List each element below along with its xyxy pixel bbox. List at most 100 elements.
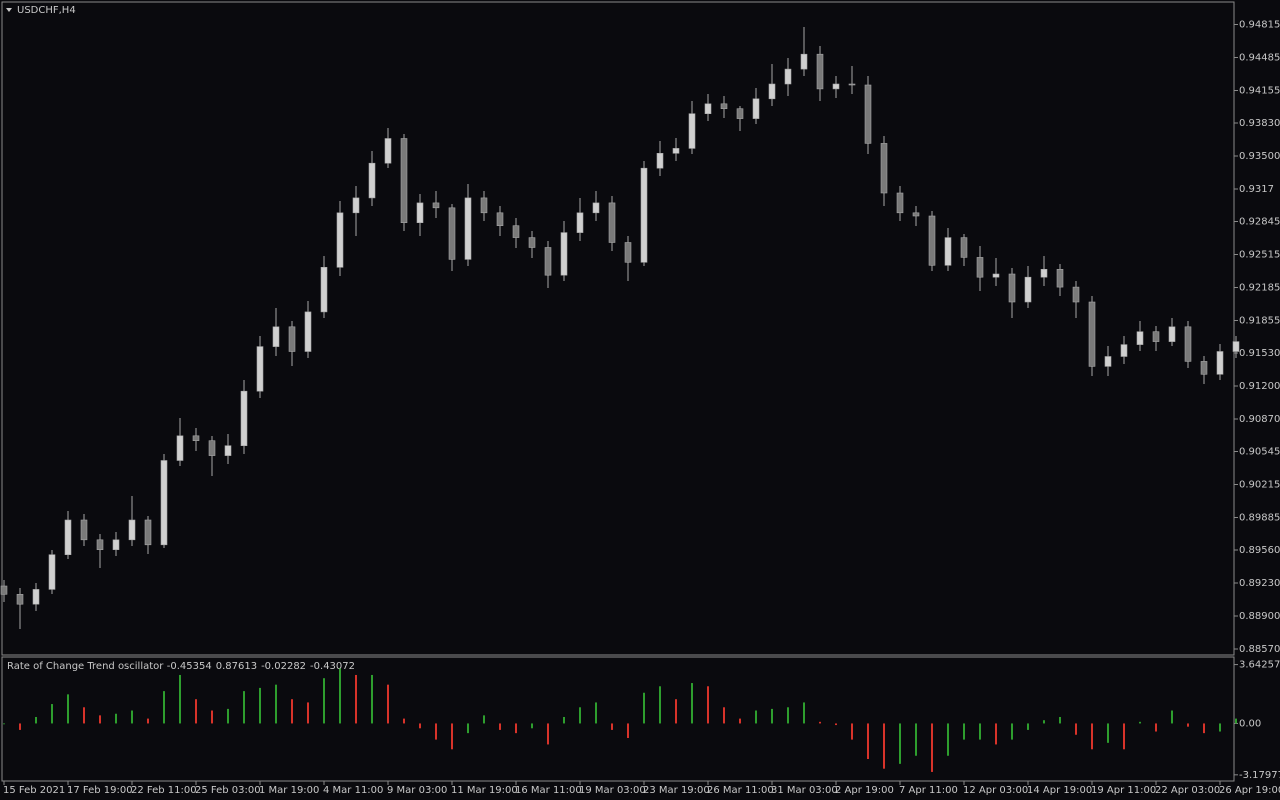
candle-body: [1024, 276, 1032, 303]
histogram-bar: [3, 723, 5, 725]
x-tick-label: 11 Mar 19:00: [451, 785, 518, 796]
histogram-bar: [211, 710, 213, 724]
candle-body: [720, 103, 728, 110]
y-tick-label: 0.93830: [1239, 118, 1280, 129]
histogram-bar: [835, 723, 837, 726]
x-tick-label: 26 Mar 11:00: [707, 785, 774, 796]
candle-body: [512, 225, 520, 238]
histogram-bar: [467, 723, 469, 734]
histogram-bar: [355, 674, 357, 724]
histogram-bar: [723, 707, 725, 724]
y-tick-label: 0.92845: [1239, 217, 1280, 228]
y-tick-label: 0.92185: [1239, 283, 1280, 294]
candle-body: [400, 138, 408, 223]
x-tick-label: 19 Mar 03:00: [579, 785, 646, 796]
candle-body: [336, 212, 344, 268]
candle-body: [16, 593, 24, 605]
histogram-bar: [307, 702, 309, 724]
y-tick-label: 0.92515: [1239, 250, 1280, 261]
candle-body: [1056, 268, 1064, 288]
y-tick-label: 0.89560: [1239, 545, 1280, 556]
x-tick-label: 4 Mar 11:00: [323, 785, 383, 796]
histogram-bar: [67, 694, 69, 724]
candle-body: [608, 202, 616, 243]
candle-body: [1152, 331, 1160, 342]
histogram-bar: [131, 710, 133, 724]
histogram-bar: [147, 718, 149, 724]
x-tick-label: 22 Apr 03:00: [1155, 785, 1220, 796]
readout: -0.45354: [167, 661, 212, 672]
histogram-bar: [19, 723, 21, 730]
histogram-bar: [851, 723, 853, 740]
histogram-bar: [99, 715, 101, 724]
candle-body: [992, 273, 1000, 278]
histogram-bar: [675, 699, 677, 724]
histogram-bar: [387, 684, 389, 724]
candle-body: [1232, 341, 1240, 352]
candle-body: [192, 435, 200, 441]
x-tick-label: 1 Mar 19:00: [259, 785, 319, 796]
histogram-bar: [947, 723, 949, 756]
histogram-bar: [419, 723, 421, 729]
histogram-bar: [1187, 723, 1189, 727]
candle-body: [752, 98, 760, 119]
y-tick-label: 0.88570: [1239, 644, 1280, 655]
histogram-bar: [547, 723, 549, 745]
histogram-bar: [531, 723, 533, 729]
menu-arrow[interactable]: [6, 8, 12, 12]
histogram-bar: [195, 699, 197, 724]
candle-body: [464, 197, 472, 260]
candle-body: [128, 519, 136, 541]
candle-body: [96, 539, 104, 550]
histogram-bar: [963, 723, 965, 740]
candle-body: [624, 242, 632, 263]
candle-body: [976, 257, 984, 278]
x-tick-label: 14 Apr 19:00: [1027, 785, 1092, 796]
histogram-bar: [83, 707, 85, 724]
candle-body: [1216, 351, 1224, 375]
candle-body: [1200, 361, 1208, 375]
y-tick-label: 0.94485: [1239, 53, 1280, 64]
histogram-bar: [1011, 723, 1013, 740]
candle-body: [768, 83, 776, 100]
candle-body: [1136, 331, 1144, 345]
histogram-bar: [35, 716, 37, 724]
candle-body: [320, 266, 328, 313]
y-tick-label: 0.89885: [1239, 513, 1280, 524]
histogram-bar: [563, 716, 565, 724]
candle-body: [432, 202, 440, 209]
x-tick-label: 12 Apr 03:00: [963, 785, 1028, 796]
y-tick-label: 0.93500: [1239, 151, 1280, 162]
histogram-bar: [707, 686, 709, 724]
histogram-bar: [499, 723, 501, 730]
x-tick-label: 19 Apr 11:00: [1091, 785, 1156, 796]
histogram-bar: [979, 723, 981, 740]
histogram-bar: [1123, 723, 1125, 750]
candle-body: [1168, 326, 1176, 342]
candle-body: [528, 237, 536, 248]
histogram-bar: [51, 704, 53, 724]
histogram-bar: [995, 723, 997, 745]
histogram-bar: [739, 718, 741, 724]
histogram-bar: [515, 723, 517, 734]
histogram-bar: [403, 718, 405, 724]
y-tick-label: 0.00: [1239, 718, 1261, 729]
histogram-bar: [755, 710, 757, 724]
candle-body: [864, 84, 872, 144]
candle-body: [672, 148, 680, 154]
y-tick-label: 0.90545: [1239, 447, 1280, 458]
candle-body: [240, 390, 248, 447]
histogram-bar: [1219, 723, 1221, 732]
x-tick-label: 25 Feb 03:00: [195, 785, 261, 796]
histogram-bar: [1107, 723, 1109, 743]
x-tick-label: 31 Mar 03:00: [771, 785, 838, 796]
candle-body: [592, 202, 600, 214]
histogram-bar: [1171, 710, 1173, 724]
histogram-bar: [1027, 723, 1029, 730]
histogram-bar: [627, 723, 629, 738]
candle-body: [912, 212, 920, 217]
candle-body: [80, 519, 88, 541]
candle-body: [736, 108, 744, 119]
